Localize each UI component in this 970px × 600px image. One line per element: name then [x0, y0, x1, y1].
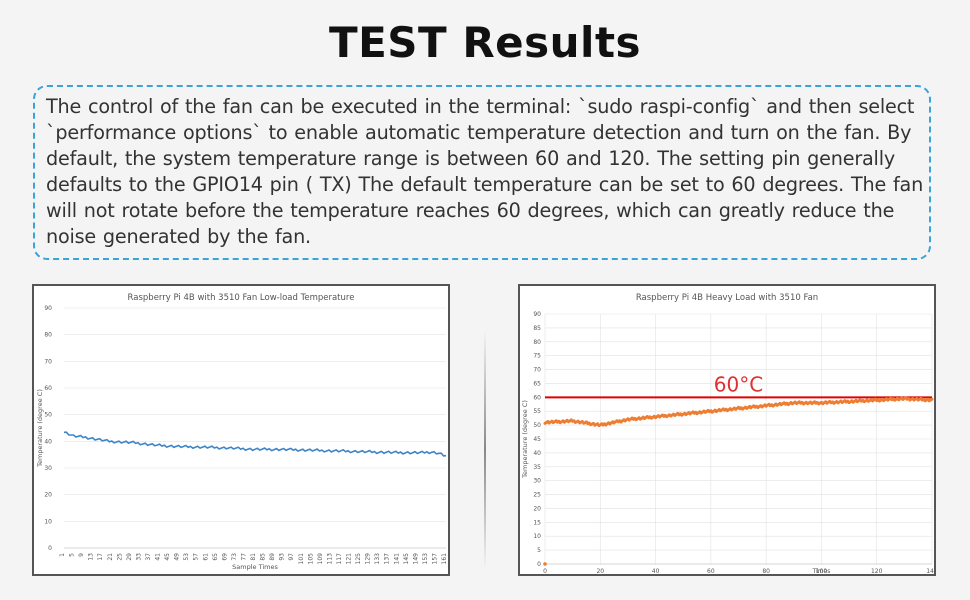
x-tick-label: 17 — [97, 553, 104, 561]
y-tick-label: 5 — [537, 547, 541, 554]
y-tick-label: 0 — [48, 545, 52, 552]
series-line-low-load — [63, 431, 447, 457]
y-tick-label: 90 — [44, 305, 52, 312]
x-tick-label: 129 — [365, 553, 372, 565]
x-tick-label: 157 — [431, 553, 438, 565]
x-tick-label: 49 — [174, 553, 181, 561]
chart-title: Raspberry Pi 4B with 3510 Fan Low-load T… — [128, 293, 355, 303]
y-tick-label: 70 — [533, 367, 541, 374]
y-tick-label: 55 — [533, 408, 541, 415]
x-tick-label: 141 — [393, 553, 400, 565]
x-tick-label: 21 — [107, 553, 114, 561]
y-tick-label: 50 — [533, 422, 541, 429]
low-load-chart: Raspberry Pi 4B with 3510 Fan Low-load T… — [32, 284, 450, 576]
y-tick-label: 65 — [533, 380, 541, 387]
data-point — [930, 397, 934, 401]
description-box — [33, 85, 931, 260]
x-tick-label: 53 — [183, 553, 190, 561]
x-tick-label: 161 — [441, 553, 448, 565]
x-tick-label: 1 — [59, 553, 66, 557]
x-tick-label: 125 — [355, 553, 362, 565]
x-tick-label: 153 — [422, 553, 429, 565]
y-tick-label: 10 — [44, 518, 52, 525]
y-tick-label: 85 — [533, 325, 541, 332]
y-tick-label: 20 — [533, 505, 541, 512]
x-tick-label: 97 — [288, 553, 295, 561]
y-tick-label: 35 — [533, 464, 541, 471]
x-tick-label: 73 — [231, 553, 238, 561]
x-tick-label: 133 — [374, 553, 381, 565]
x-tick-label: 40 — [652, 568, 660, 574]
y-tick-label: 60 — [533, 394, 541, 401]
x-tick-label: 109 — [317, 553, 324, 565]
chart-title: Raspberry Pi 4B Heavy Load with 3510 Fan — [636, 293, 818, 303]
low-load-chart-svg: Raspberry Pi 4B with 3510 Fan Low-load T… — [36, 293, 448, 571]
x-tick-label: 20 — [596, 568, 604, 574]
y-axis-label: Temperature (degree C) — [36, 389, 44, 468]
y-tick-label: 60 — [44, 385, 52, 392]
page-title: TEST Results — [328, 18, 642, 67]
x-tick-label: 29 — [126, 553, 133, 561]
y-tick-label: 90 — [533, 311, 541, 318]
y-tick-label: 80 — [533, 339, 541, 346]
x-tick-label: 85 — [260, 553, 267, 561]
x-tick-label: 61 — [202, 553, 209, 561]
x-tick-label: 113 — [326, 553, 333, 565]
x-tick-label: 117 — [336, 553, 343, 565]
x-tick-label: 33 — [135, 553, 142, 561]
x-tick-label: 137 — [384, 553, 391, 565]
x-tick-label: 100 — [816, 568, 828, 574]
y-tick-label: 40 — [44, 438, 52, 445]
x-axis-label: Sample Times — [232, 563, 278, 571]
x-tick-label: 25 — [116, 553, 123, 561]
x-tick-label: 60 — [707, 568, 715, 574]
y-tick-label: 80 — [44, 332, 52, 339]
x-tick-label: 41 — [155, 553, 162, 561]
x-tick-label: 101 — [298, 553, 305, 565]
y-tick-label: 10 — [533, 533, 541, 540]
x-tick-label: 9 — [78, 553, 85, 557]
y-tick-label: 20 — [44, 492, 52, 499]
x-tick-label: 45 — [164, 553, 171, 561]
x-axis-label: Times — [812, 568, 831, 574]
description-text: The control of the fan can be executed i… — [46, 95, 924, 248]
x-tick-label: 65 — [212, 553, 219, 561]
y-tick-label: 75 — [533, 353, 541, 360]
reference-line-label: 60°C — [714, 372, 763, 396]
y-tick-label: 15 — [533, 519, 541, 526]
divider — [484, 330, 486, 570]
x-tick-label: 140 — [926, 568, 934, 574]
x-tick-label: 93 — [279, 553, 286, 561]
x-tick-label: 0 — [543, 568, 547, 574]
x-tick-label: 121 — [346, 553, 353, 565]
y-tick-label: 50 — [44, 412, 52, 419]
y-tick-label: 30 — [44, 465, 52, 472]
y-tick-label: 30 — [533, 478, 541, 485]
y-tick-label: 45 — [533, 436, 541, 443]
heavy-load-chart: Raspberry Pi 4B Heavy Load with 3510 Fan… — [518, 284, 936, 576]
x-tick-label: 57 — [193, 553, 200, 561]
x-tick-label: 80 — [762, 568, 770, 574]
x-tick-label: 37 — [145, 553, 152, 561]
y-tick-label: 40 — [533, 450, 541, 457]
x-tick-label: 81 — [250, 553, 257, 561]
x-tick-label: 69 — [221, 553, 228, 561]
x-tick-label: 77 — [240, 553, 247, 561]
x-tick-label: 120 — [871, 568, 883, 574]
x-tick-label: 145 — [403, 553, 410, 565]
x-tick-label: 105 — [307, 553, 314, 565]
y-tick-label: 0 — [537, 561, 541, 568]
y-axis-label: Temperature (degree C) — [521, 400, 529, 479]
heavy-load-chart-svg: Raspberry Pi 4B Heavy Load with 3510 Fan… — [521, 293, 934, 574]
x-tick-label: 13 — [88, 553, 95, 561]
y-tick-label: 70 — [44, 358, 52, 365]
data-point — [543, 562, 547, 566]
x-tick-label: 149 — [412, 553, 419, 565]
x-tick-label: 89 — [269, 553, 276, 561]
y-tick-label: 25 — [533, 492, 541, 499]
x-tick-label: 5 — [69, 553, 76, 557]
